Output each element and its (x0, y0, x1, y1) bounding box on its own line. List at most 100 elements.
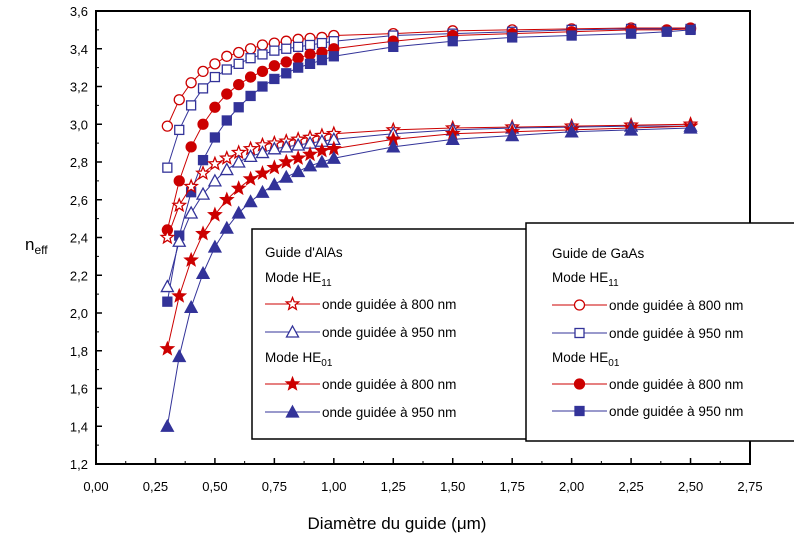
legend-alas: Guide d'AlAs Mode HE11 onde guidée à 800… (251, 228, 530, 440)
data-point (173, 175, 185, 187)
x-tick-label: 2,75 (737, 479, 762, 494)
y-tick-label: 3,2 (70, 80, 88, 95)
y-tick-label: 2,6 (70, 193, 88, 208)
data-point (162, 296, 173, 307)
x-axis-title: Diamètre du guide (μm) (308, 514, 487, 533)
data-point (221, 88, 233, 100)
y-tick-label: 1,8 (70, 344, 88, 359)
data-point (281, 43, 292, 54)
legend-gaas-label-1: onde guidée à 800 nm (609, 298, 743, 313)
data-point (197, 65, 209, 78)
x-tick-label: 1,75 (500, 479, 525, 494)
data-point (197, 118, 209, 130)
data-point (290, 149, 307, 165)
legend-gaas-label-2: onde guidée à 950 nm (609, 326, 743, 341)
legend-sample (552, 327, 607, 339)
data-point (231, 205, 246, 219)
data-point (291, 164, 306, 178)
legend-alas-box (251, 228, 530, 440)
data-point (231, 154, 246, 168)
data-point (233, 58, 244, 69)
legend-marker (574, 405, 585, 417)
y-tick-label: 3,6 (70, 4, 88, 19)
legend-gaas-entry-he01-950: onde guidée à 950 nm (552, 404, 743, 419)
legend-alas-entry-he01-800: onde guidée à 800 nm (265, 375, 456, 392)
data-point (661, 26, 672, 37)
data-point (254, 165, 271, 181)
data-point (160, 279, 175, 293)
data-point (269, 45, 280, 56)
data-point (328, 51, 339, 62)
legend-gaas-title: Guide de GaAs (552, 246, 645, 261)
legend-gaas-mode2: Mode HE01 (552, 350, 620, 369)
y-tick-label: 2,0 (70, 306, 88, 321)
data-point (625, 28, 637, 39)
legend-marker (284, 375, 301, 391)
data-point (304, 39, 316, 51)
data-point (266, 159, 283, 175)
data-point (245, 90, 256, 102)
data-point (221, 50, 233, 62)
legend-sample (265, 404, 320, 418)
data-point (195, 165, 211, 181)
legend-gaas-label-4: onde guidée à 950 nm (609, 404, 743, 419)
legend-gaas-entry-he11-800: onde guidée à 800 nm (552, 298, 743, 313)
data-point (233, 78, 245, 91)
data-point (233, 102, 244, 113)
data-point (257, 81, 268, 92)
data-point (209, 101, 221, 113)
y-tick-label: 1,4 (70, 419, 88, 434)
legend-sample (552, 299, 607, 311)
legend-marker (285, 404, 300, 418)
data-point (386, 139, 401, 153)
x-tick-label: 2,25 (618, 479, 643, 494)
y-tick-label: 1,6 (70, 382, 88, 397)
data-point (183, 251, 200, 267)
data-point (243, 148, 258, 162)
series-layer (159, 22, 699, 432)
y-tick-label: 1,2 (70, 457, 88, 472)
data-point (161, 120, 173, 132)
data-point (195, 225, 211, 241)
legend-sample (265, 295, 320, 311)
data-point (278, 153, 295, 169)
data-point (159, 340, 176, 356)
data-point (292, 41, 304, 53)
data-point (316, 37, 328, 49)
x-tick-label: 0,75 (262, 479, 287, 494)
data-point (230, 180, 247, 196)
data-point (256, 39, 269, 51)
data-point (314, 154, 330, 168)
series-line (166, 29, 691, 302)
legend-alas-label-4: onde guidée à 950 nm (322, 405, 456, 420)
data-point (281, 68, 292, 79)
data-point (207, 173, 223, 187)
data-point (314, 142, 330, 158)
data-point (174, 124, 185, 136)
x-tick-label: 0,00 (83, 479, 108, 494)
data-point (173, 94, 185, 106)
data-point (388, 41, 399, 53)
data-point (185, 141, 197, 153)
legend-alas-title: Guide d'AlAs (265, 245, 343, 260)
data-point (242, 170, 259, 186)
data-point (445, 131, 460, 146)
y-tick-label: 2,8 (70, 155, 88, 170)
legend-sample (265, 324, 320, 338)
legend-alas-entry-he11-800: onde guidée à 800 nm (265, 295, 456, 312)
legend-alas-label-1: onde guidée à 800 nm (322, 297, 456, 312)
legend-gaas-box (525, 222, 794, 442)
data-point (244, 71, 257, 83)
data-point (209, 58, 221, 70)
data-point (243, 194, 258, 208)
data-point (316, 54, 328, 66)
data-point (159, 229, 176, 245)
data-point (245, 53, 256, 64)
legend-marker (574, 327, 585, 339)
data-point (207, 239, 223, 253)
legend-alas-label-2: onde guidée à 950 nm (322, 325, 456, 340)
x-tick-label: 2,00 (559, 479, 584, 494)
legend-marker (573, 299, 586, 311)
data-point (304, 58, 316, 69)
legend-sample (552, 378, 607, 390)
